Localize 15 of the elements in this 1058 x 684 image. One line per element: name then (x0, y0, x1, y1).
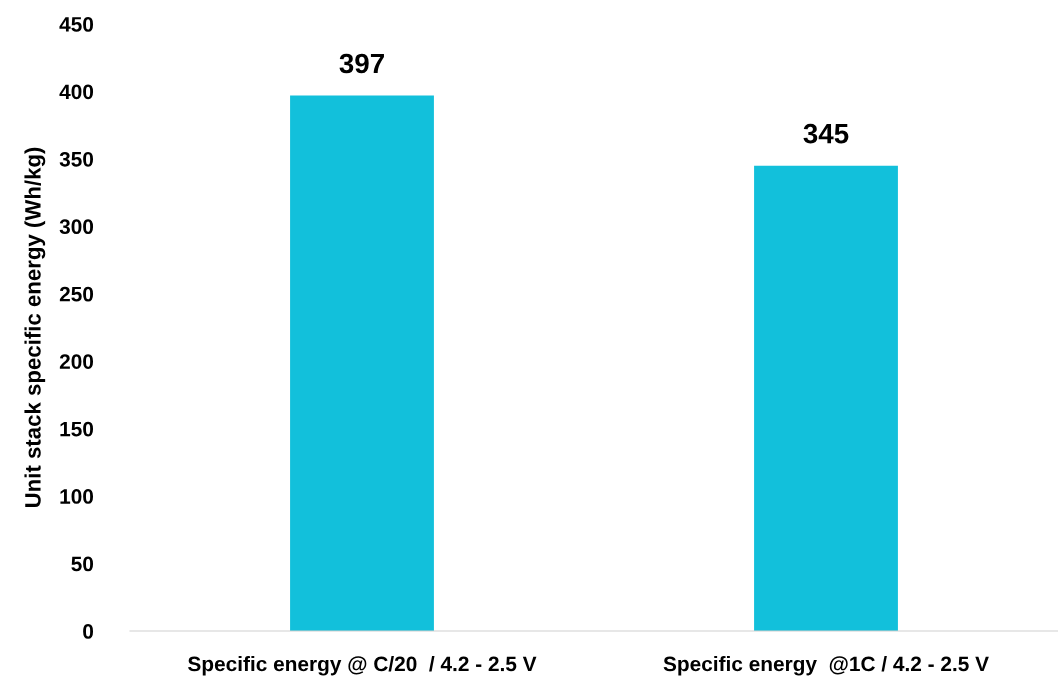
y-tick-label: 300 (59, 219, 94, 235)
x-tick-label: Specific energy @ C/20 / 4.2 - 2.5 V (188, 656, 537, 676)
y-tick-label: 0 (83, 624, 94, 639)
y-axis-title: Unit stack specific energy (Wh/kg) (24, 147, 46, 508)
y-tick-label: 100 (60, 489, 94, 504)
data-label: 397 (339, 53, 384, 74)
y-tick-label: 350 (59, 151, 94, 167)
y-tick-label: 250 (59, 286, 94, 302)
y-tick-label: 50 (71, 556, 94, 572)
x-tick-label: Specific energy @1C / 4.2 - 2.5 V (663, 656, 989, 676)
y-tick-label: 400 (59, 84, 94, 100)
y-tick-label: 150 (60, 421, 94, 437)
data-label: 345 (803, 123, 849, 144)
y-tick-label: 450 (59, 17, 94, 32)
y-tick-label: 200 (59, 354, 94, 369)
